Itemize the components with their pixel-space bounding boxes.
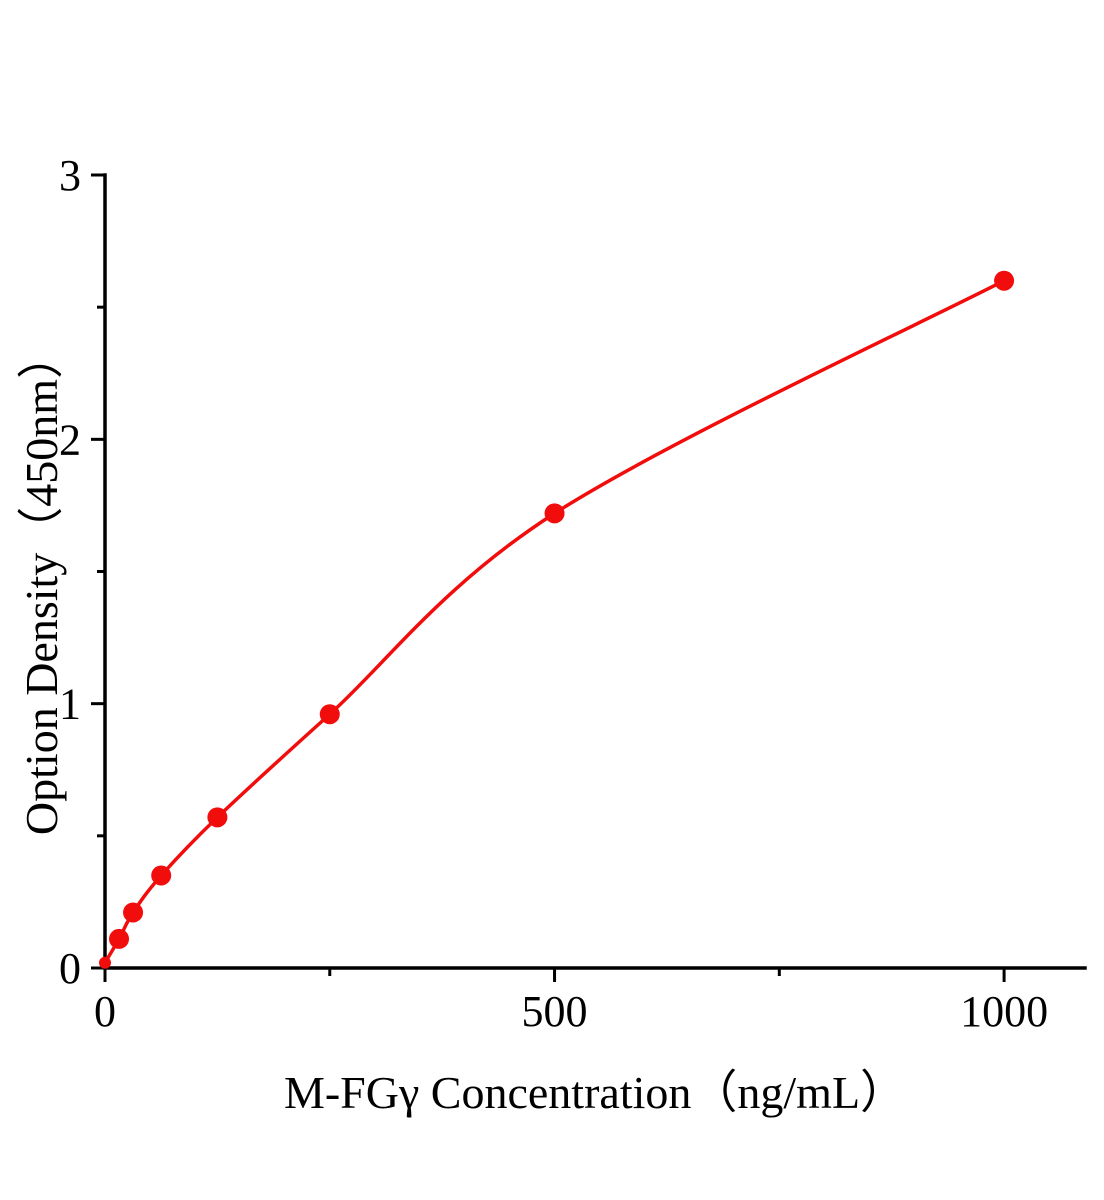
data-point [123,902,144,923]
x-axis-label: M-FGγ Concentration（ng/mL） [283,1067,907,1118]
data-point [207,807,228,828]
y-tick-label: 3 [59,151,81,200]
x-tick-label: 1000 [960,987,1048,1036]
data-point [151,865,172,886]
y-tick-label: 1 [59,680,81,729]
data-point [99,956,111,969]
y-axis-label: Option Density（450nm） [16,332,67,836]
x-tick-label: 0 [94,987,116,1036]
fitted-curve [103,278,1006,965]
data-point [994,270,1015,291]
axes [103,173,1087,970]
x-tick-label: 500 [522,987,588,1036]
data-point [544,503,565,524]
data-point [109,928,130,949]
y-tick-label: 2 [59,415,81,464]
data-point [319,704,340,725]
y-tick-label: 0 [59,944,81,993]
